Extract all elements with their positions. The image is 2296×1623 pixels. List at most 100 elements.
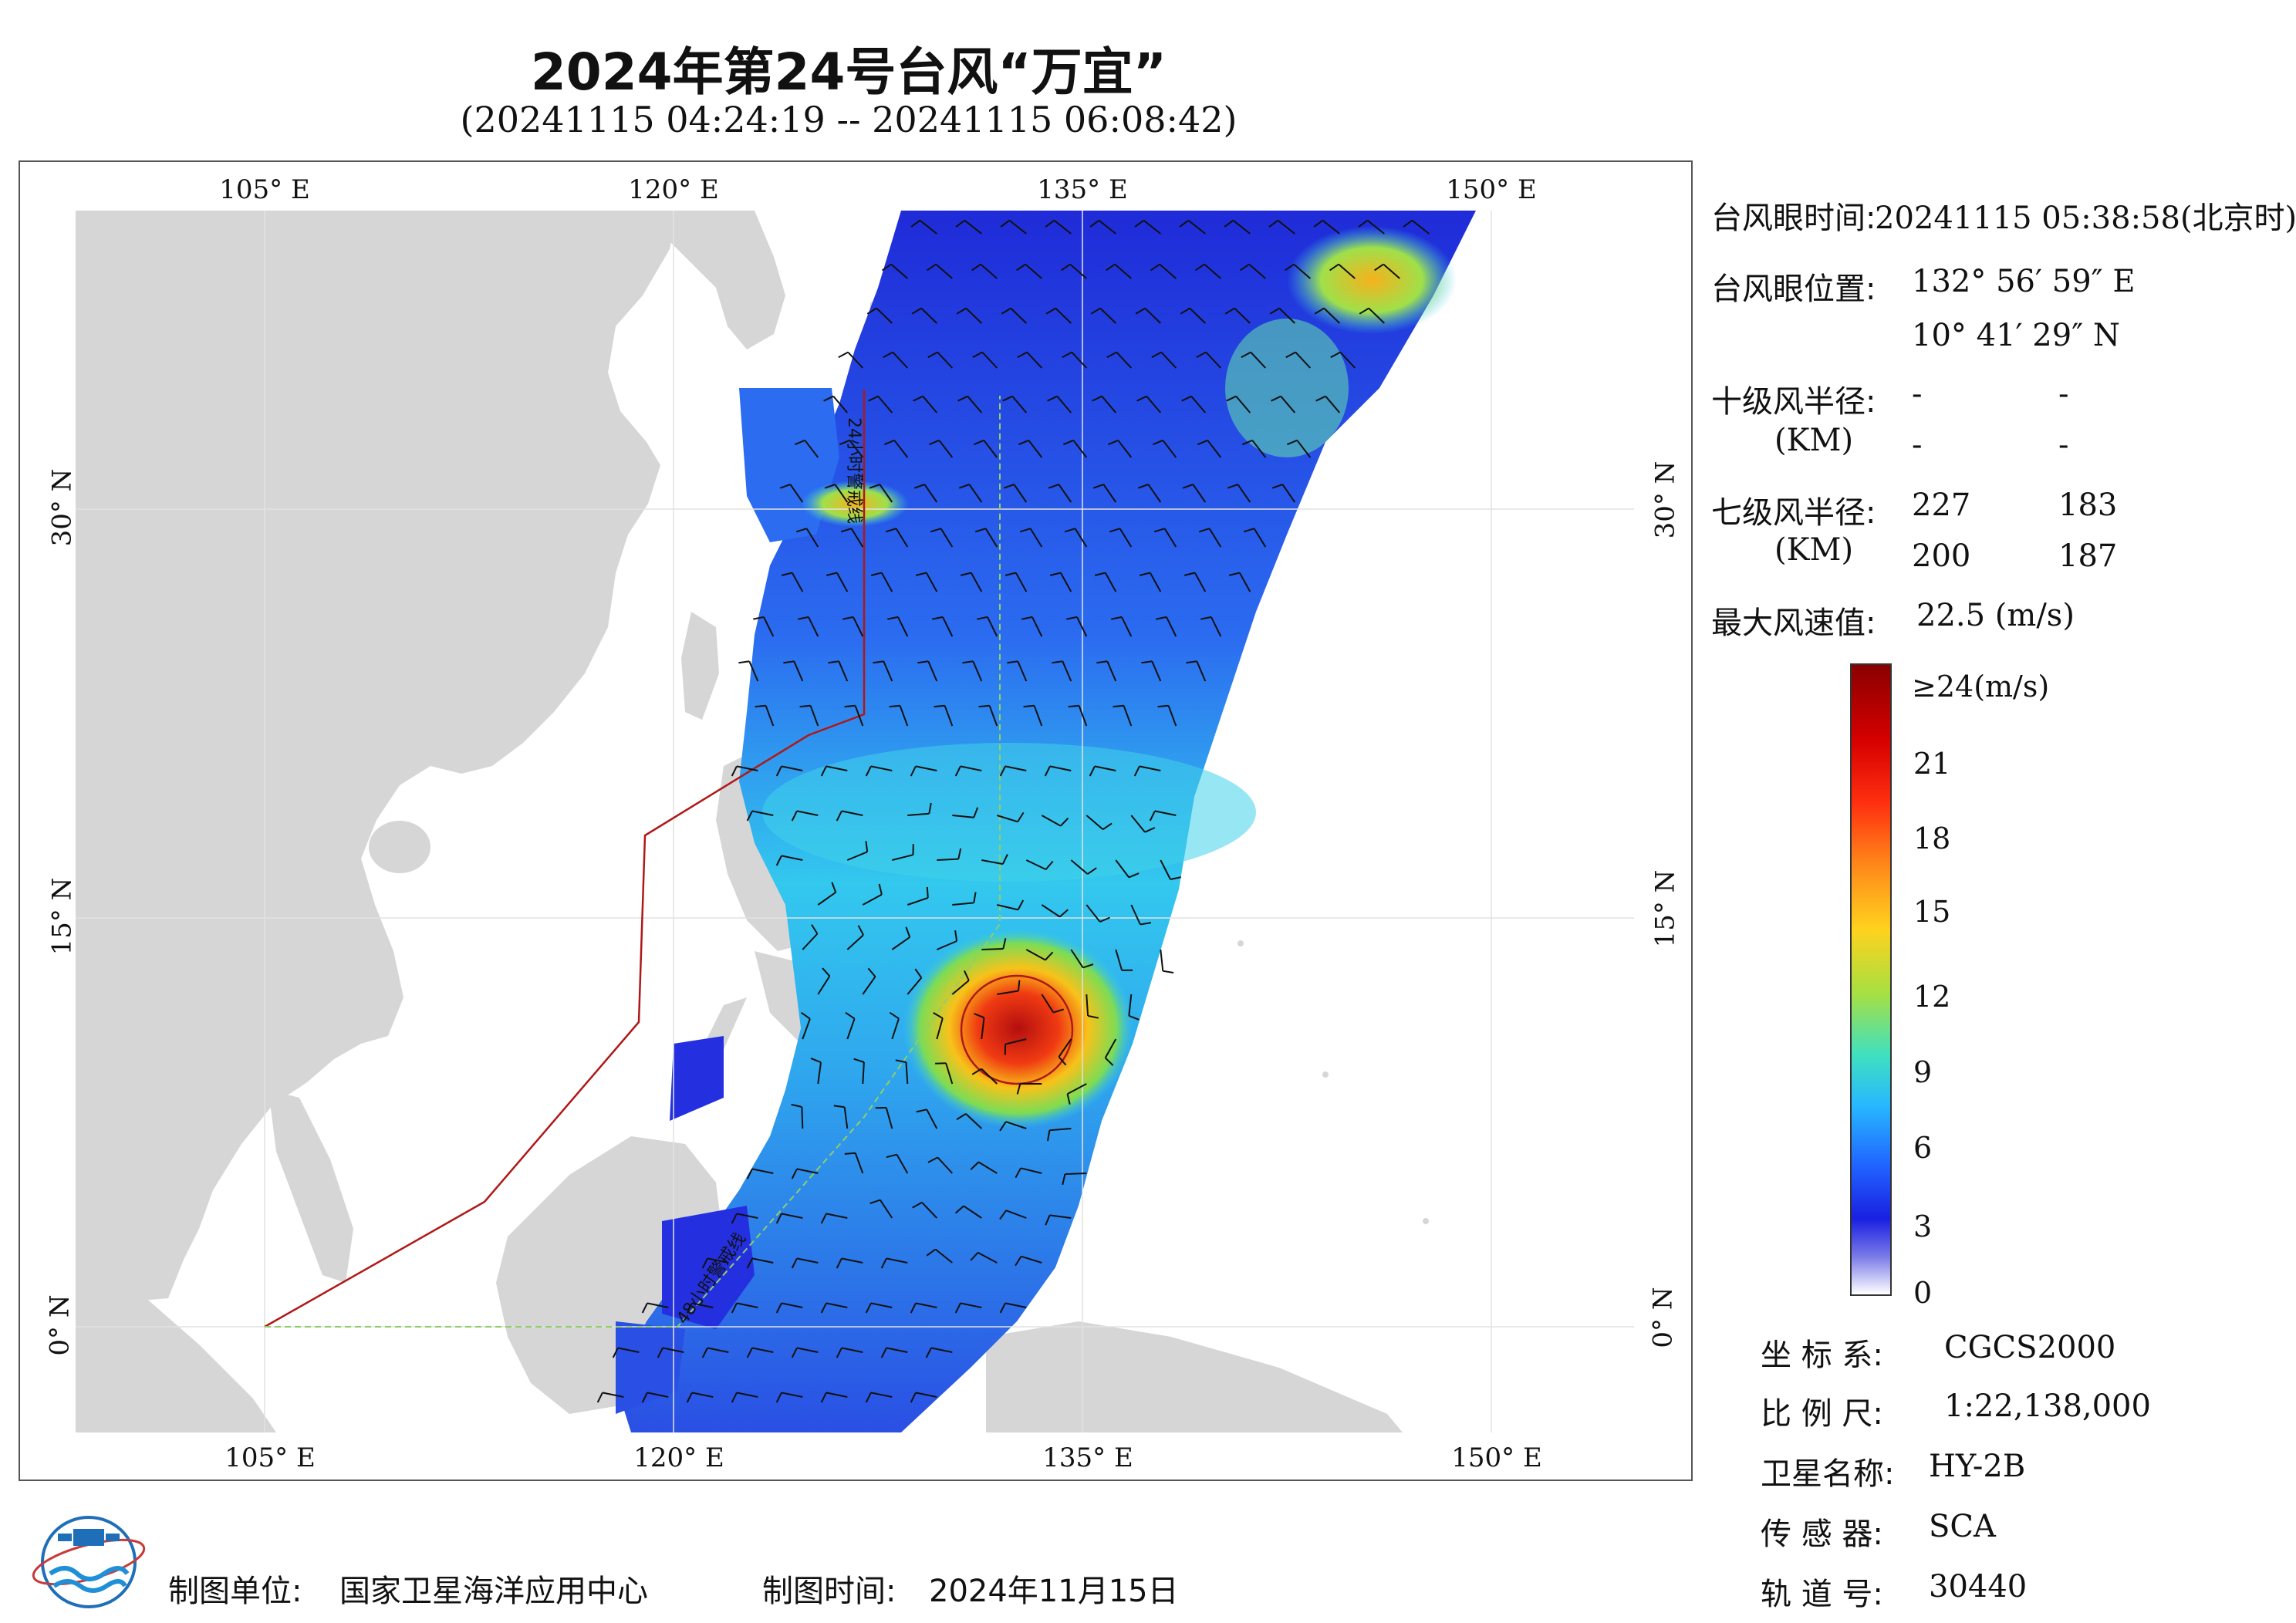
sensor-value: SCA	[1929, 1509, 1996, 1544]
wind-barb-shaft	[802, 1018, 811, 1040]
wind-barb-shaft	[781, 1213, 803, 1219]
wind-barb-feather	[1002, 395, 1013, 402]
wind-barb-feather	[1082, 963, 1094, 969]
wind-barb-feather	[880, 1257, 887, 1269]
wind-barb-feather	[1111, 616, 1123, 620]
lat-label-left-15: 15° N	[46, 877, 78, 956]
wind-barb-feather	[838, 351, 849, 359]
wind-barb-shaft	[826, 1213, 848, 1219]
wind-barb-feather	[1053, 1008, 1065, 1014]
wind-barb-feather	[1153, 439, 1163, 446]
lon-label-bottom-135: 135° E	[1042, 1442, 1133, 1473]
wind-barb-shaft	[907, 977, 923, 995]
wind-barb-feather	[1015, 1167, 1021, 1179]
wind-barb-shaft	[1383, 263, 1400, 279]
wind-barb-feather	[926, 1248, 937, 1257]
wind-barb-shaft	[647, 1302, 669, 1308]
wind-barb-shaft	[891, 936, 910, 950]
wind-barb-feather	[1018, 439, 1029, 446]
nsoas-logo	[32, 1516, 146, 1608]
wind-barb-shaft	[850, 528, 864, 548]
warning-line-label-24h: 24小时警戒线	[844, 417, 863, 524]
wind-barb-feather	[865, 1302, 872, 1314]
wind-barb-shaft	[1238, 572, 1251, 592]
scale-label: 比 例 尺:	[1761, 1396, 1883, 1432]
lon-label-bottom-150: 150° E	[1451, 1442, 1542, 1473]
wind-barb-feather	[866, 307, 877, 315]
wind-barb-feather	[867, 967, 876, 977]
wind-barb-shaft	[1106, 660, 1117, 682]
wind-barb-feather	[956, 307, 967, 315]
scale-value: 1:22,138,000	[1944, 1388, 2151, 1424]
wind-barb-shaft	[1005, 1121, 1027, 1129]
wind-barb-feather	[1049, 572, 1062, 576]
wind-barb-shaft	[977, 1161, 998, 1174]
wind-barb-feather	[1195, 263, 1205, 272]
wind-barb-feather	[775, 1213, 782, 1224]
wind-barb-shaft	[1278, 307, 1295, 324]
wind-barb-shaft	[1162, 440, 1177, 458]
wind-barb-feather	[823, 395, 834, 402]
r7-unit: (KM)	[1774, 532, 1854, 568]
wind-barb-shaft	[1116, 351, 1133, 369]
wind-barb-feather	[913, 484, 925, 489]
warning-line-24h	[265, 396, 1001, 1328]
wind-barb-shaft	[1281, 484, 1296, 503]
wind-barb-feather	[1000, 219, 1010, 228]
crs-label: 坐 标 系:	[1761, 1338, 1883, 1373]
wind-barb-shaft	[853, 616, 864, 637]
wind-barb-shaft	[1032, 616, 1043, 637]
r7-value-nw: 187	[2058, 538, 2118, 574]
wind-barb-shaft	[1151, 660, 1162, 682]
wind-barb-shaft	[647, 1392, 669, 1398]
wind-barb-shaft	[751, 1257, 774, 1264]
wind-barb-shaft	[781, 765, 803, 771]
wind-barb-shaft	[880, 1200, 893, 1219]
wind-barb-shaft	[1250, 351, 1267, 369]
wind-barb-feather	[839, 439, 850, 446]
wind-barb-shaft	[862, 976, 876, 995]
wind-barb-feather	[845, 1011, 856, 1020]
wind-barb-shaft	[1099, 307, 1116, 324]
r7-value-ne: 227	[1912, 488, 1971, 523]
wind-barb-shaft	[1160, 949, 1164, 971]
wind-barb-feather	[925, 1347, 932, 1358]
wind-barb-shaft	[691, 1392, 714, 1398]
wind-barb-shaft	[841, 1257, 863, 1264]
wind-barb-shaft	[1104, 1038, 1117, 1058]
wind-barb-shaft	[952, 902, 974, 906]
wind-barb-feather	[810, 1057, 822, 1064]
wind-barb-shaft	[1005, 1210, 1027, 1219]
lat-label-left-0: 0° N	[44, 1294, 76, 1356]
wind-barb-shaft	[1004, 765, 1027, 771]
wind-barb-shaft	[1149, 572, 1162, 592]
wind-barb-feather	[915, 572, 927, 576]
wind-barb-shaft	[1339, 351, 1356, 369]
wind-barb-shaft	[1065, 1173, 1087, 1176]
wind-barb-feather	[1099, 916, 1110, 923]
wind-barb-feather	[795, 439, 805, 446]
colorbar-label-21: 21	[1913, 747, 1951, 781]
wind-barb-feather	[1003, 484, 1015, 489]
wind-barb-feather	[1287, 439, 1298, 446]
wind-barb-feather	[865, 841, 869, 852]
wind-barb-feather	[1016, 263, 1026, 272]
wind-barb-shaft	[1166, 616, 1177, 637]
wind-barb-shaft	[922, 396, 938, 413]
wind-barb-shaft	[988, 705, 998, 727]
wind-field-map: 24小时警戒线 48小时警戒线	[76, 211, 1634, 1432]
wind-barb-feather	[1243, 528, 1254, 533]
wind-barb-feather	[954, 765, 961, 777]
wind-barb-feather	[1087, 1014, 1099, 1019]
wind-barb-shaft	[1160, 351, 1177, 369]
wind-barb-shaft	[707, 1347, 729, 1353]
wind-barb-shaft	[934, 1248, 953, 1264]
wind-barb-shaft	[938, 440, 954, 458]
wind-barb-feather	[1066, 1093, 1071, 1105]
wind-barb-shaft	[1004, 1038, 1027, 1045]
satellite-value: HY-2B	[1929, 1449, 2026, 1484]
wind-barb-feather	[731, 765, 738, 777]
wind-barb-feather	[746, 1257, 753, 1269]
wind-barb-shaft	[1147, 484, 1162, 503]
wind-barb-shaft	[1008, 219, 1027, 235]
